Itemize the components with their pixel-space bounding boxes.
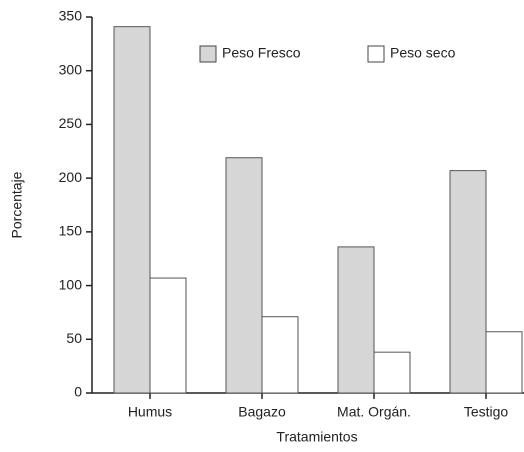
y-tick-label: 100 [59, 276, 83, 292]
bar [449, 170, 487, 394]
y-tick-label: 0 [74, 384, 82, 400]
legend-swatch [367, 45, 385, 63]
y-axis-label: Porcentaje [9, 171, 25, 238]
y-tick-label: 300 [59, 61, 83, 77]
x-tick-label: Bagazo [238, 404, 286, 420]
y-tick-label: 200 [59, 169, 83, 185]
y-tick-label: 50 [66, 330, 82, 346]
y-tick-label: 150 [59, 223, 83, 239]
legend-label: Peso seco [390, 45, 456, 61]
x-tick-label: Humus [128, 404, 172, 420]
bar [485, 331, 523, 394]
bar [225, 157, 263, 394]
bar [113, 26, 151, 394]
x-tick-label: Testigo [464, 404, 509, 420]
legend-label: Peso Fresco [222, 45, 301, 61]
y-tick-label: 350 [59, 8, 83, 24]
x-tick-label: Mat. Orgán. [337, 404, 411, 420]
bar [373, 351, 411, 394]
bar [149, 277, 187, 394]
legend-swatch [199, 45, 217, 63]
bar [261, 316, 299, 394]
y-tick-label: 250 [59, 115, 83, 131]
x-axis-label: Tratamientos [276, 429, 357, 445]
bar [337, 246, 375, 394]
